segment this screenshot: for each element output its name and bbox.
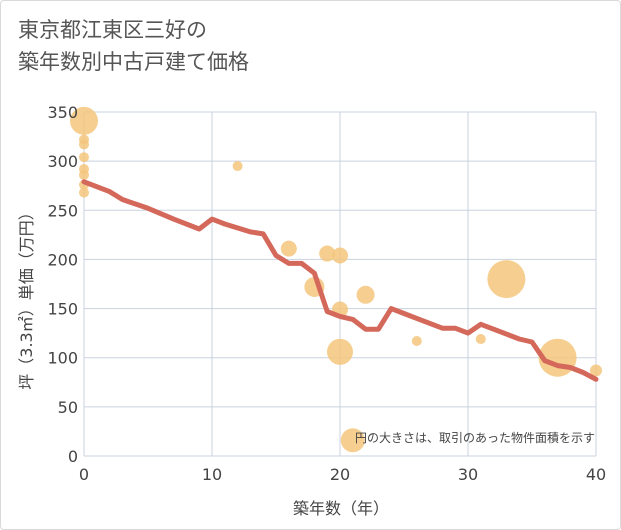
tick-labels: 0 50 100 150 200 250 300 350 0 10 20 30 40 xyxy=(47,103,606,484)
data-bubble xyxy=(340,428,365,453)
data-bubble xyxy=(232,161,243,172)
title-line-2: 築年数別中古戸建て価格 xyxy=(18,50,249,74)
data-bubble xyxy=(79,187,89,198)
data-bubble xyxy=(487,260,526,299)
trend-line xyxy=(81,179,599,382)
data-bubble xyxy=(70,106,98,135)
y-tick-label: 350 xyxy=(47,103,78,122)
y-tick-label: 300 xyxy=(47,152,78,171)
data-bubble xyxy=(319,245,336,262)
title-line-1: 東京都江東区三好の xyxy=(18,18,207,42)
data-bubble xyxy=(475,334,486,345)
data-bubble xyxy=(280,240,297,257)
x-tick-label: 30 xyxy=(458,465,478,484)
y-tick-label: 100 xyxy=(47,349,78,368)
chart-annotation: 円の大きさは、取引のあった物件面積を示す xyxy=(355,430,595,445)
x-tick-label: 0 xyxy=(79,465,89,484)
data-bubble xyxy=(411,336,422,347)
x-axis-title: 築年数（年） xyxy=(293,499,389,518)
data-bubble xyxy=(332,247,348,264)
trend-line-layer xyxy=(81,179,599,382)
y-tick-label: 250 xyxy=(47,201,78,220)
y-tick-label: 50 xyxy=(58,398,78,417)
data-bubble xyxy=(327,338,353,365)
x-tick-label: 40 xyxy=(586,465,606,484)
chart-title: 東京都江東区三好の 築年数別中古戸建て価格 xyxy=(18,14,249,78)
y-tick-label: 0 xyxy=(68,447,78,466)
data-bubble xyxy=(79,152,89,163)
data-bubble xyxy=(356,285,375,304)
y-tick-label: 150 xyxy=(47,300,78,319)
y-tick-label: 200 xyxy=(47,250,78,269)
data-bubble xyxy=(79,169,89,180)
data-bubble xyxy=(590,364,602,377)
y-axis-title: 坪（3.3㎡）単価（万円） xyxy=(17,204,36,389)
data-bubble xyxy=(79,139,89,150)
x-tick-label: 10 xyxy=(202,465,222,484)
x-tick-label: 20 xyxy=(330,465,350,484)
